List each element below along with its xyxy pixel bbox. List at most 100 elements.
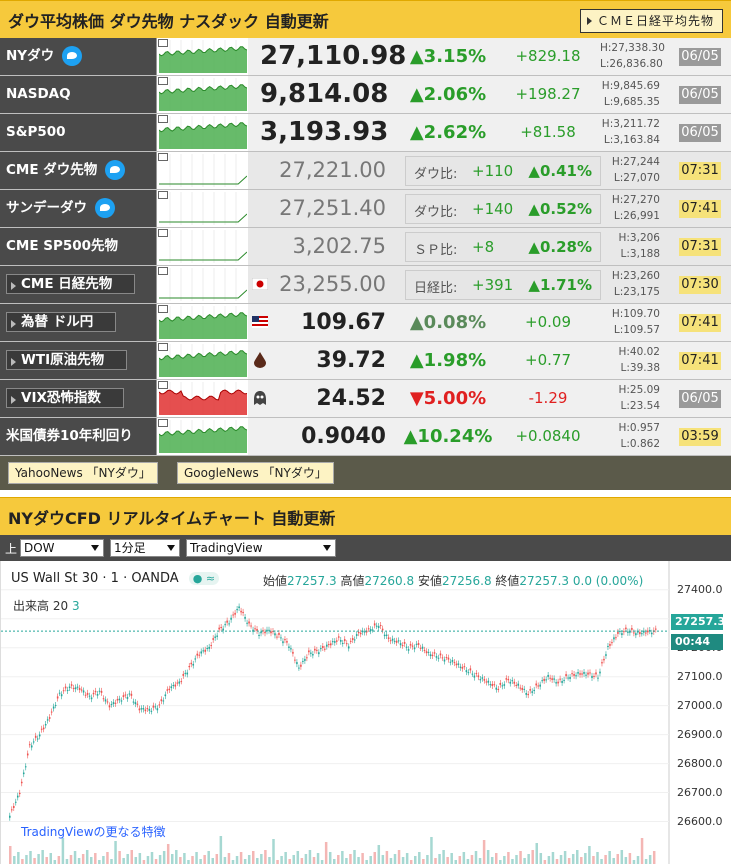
sparkline-chart[interactable] [156,304,248,341]
quote-price: 27,251.40 [279,196,386,220]
cme-nikkei-button[interactable]: ＣＭＥ日経平均先物 [579,9,723,33]
volume-bar [580,857,583,864]
sparkline-chart[interactable] [156,152,248,189]
candle [266,629,268,632]
yahoo-news-link[interactable]: YahooNews 「NYダウ」 [8,462,158,484]
sparkline-chart[interactable] [156,76,248,113]
quote-row[interactable]: NYダウ 27,110.98 ▲3.15% +829.18 H:27,338.30 L:2… [0,38,731,76]
sparkline-chart[interactable] [156,418,248,455]
tradingview-chart[interactable]: US Wall St 30 · 1 · OANDA ● ≈ 始値27257.3 … [0,561,731,864]
candle [144,709,147,712]
high-value: H:9,845.69 [601,80,660,92]
volume-bar [519,851,522,864]
twitter-icon[interactable] [105,160,126,180]
quote-row[interactable]: CME 日経先物 23,255.00 日経比: +391 ▲1.71% H:23,260 L… [0,266,731,304]
candle [533,689,535,691]
expand-chart-icon[interactable] [158,305,168,313]
expand-chart-icon[interactable] [158,381,168,389]
quote-row[interactable]: CME SP500先物 3,202.75 ＳＰ比: +8 ▲0.28% H:3,206 L:… [0,228,731,266]
symbol-select[interactable]: DOW [20,539,104,557]
interval-select[interactable]: 1分足 [110,539,180,557]
high-low: H:0.957 L:0.862 [600,420,661,454]
candle [300,664,302,667]
expand-chart-icon[interactable] [158,77,168,85]
sparkline-chart[interactable] [156,266,248,303]
google-news-link[interactable]: GoogleNews 「NYダウ」 [177,462,334,484]
candle [200,651,203,654]
volume-bar [414,856,417,864]
controls-label: 上 [5,542,18,556]
volume-bar [235,856,239,864]
quote-name[interactable]: 為替 ドル円 [0,304,156,341]
quote-row[interactable]: S&P500 3,193.93 ▲2.62% +81.58 H:3,211.72 L:3,… [0,114,731,152]
high-low: H:109.70 L:109.57 [600,306,660,340]
candle [158,704,161,706]
diff-value: +391 [472,276,514,294]
quote-row[interactable]: 米国債券10年利回り 0.9040 ▲10.24% +0.0840 H:0.957 L:0… [0,418,731,456]
candle [611,642,613,644]
expand-chart-icon[interactable] [158,343,168,351]
volume-bar [490,857,494,864]
candle [443,659,446,662]
quote-row[interactable]: 為替 ドル円 109.67 ▲0.08% +0.09 H:109.70 L:109.57 0… [0,304,731,342]
volume-bar [563,851,567,864]
expand-chart-icon[interactable] [158,115,168,123]
expand-chart-icon[interactable] [158,39,168,47]
quote-name[interactable]: CME ダウ先物 [0,152,156,189]
candle [547,674,549,677]
quote-name[interactable]: S&P500 [0,114,156,151]
sparkline-chart[interactable] [156,38,248,75]
sparkline-chart[interactable] [156,114,248,151]
quote-name[interactable]: CME 日経先物 [0,266,156,303]
candle [509,681,512,684]
sparkline-chart[interactable] [156,380,248,417]
quote-row[interactable]: CME ダウ先物 27,221.00 ダウ比: +110 ▲0.41% H:27,244 L… [0,152,731,190]
quote-price: 109.67 [301,310,386,335]
volume-bar [559,855,563,864]
twitter-icon[interactable] [62,46,83,66]
sparkline-chart[interactable] [156,190,248,227]
quote-row[interactable]: WTI原油先物 39.72 ▲1.98% +0.77 H:40.02 L:39.38 07:… [0,342,731,380]
volume-bar [29,851,32,864]
price-chart-svg [1,561,670,864]
high-low: H:3,206 L:3,188 [600,230,661,264]
candle [477,675,480,678]
candle [433,652,436,654]
quote-name[interactable]: 米国債券10年利回り [0,418,156,455]
expand-chart-icon[interactable] [158,153,168,161]
quote-row[interactable]: NASDAQ 9,814.08 ▲2.06% +198.27 H:9,845.69 L:9… [0,76,731,114]
twitter-icon[interactable] [95,198,115,218]
volume-bar [146,856,150,864]
volume-bar [280,856,283,864]
quote-name[interactable]: NYダウ [0,38,156,75]
candle [12,806,15,808]
tradingview-link[interactable]: TradingViewの更なる特徴 [21,825,166,839]
volume-bar [478,858,482,864]
provider-select[interactable]: TradingView [186,539,336,557]
volume-bar [239,852,243,864]
update-time: 07:31 [679,162,721,180]
quote-name[interactable]: NASDAQ [0,76,156,113]
sparkline-chart[interactable] [156,342,248,379]
live-indicator-icon[interactable]: ● ≈ [188,572,220,585]
low-value: L:0.862 [620,438,660,450]
quote-name[interactable]: VIX恐怖指数 [0,380,156,417]
candle [272,631,274,633]
candle [130,693,133,696]
quote-name[interactable]: サンデーダウ [0,190,156,227]
quote-name-label: WTI原油先物 [6,350,128,370]
expand-chart-icon[interactable] [158,229,168,237]
quote-row[interactable]: サンデーダウ 27,251.40 ダウ比: +140 ▲0.52% H:27,270 L:2… [0,190,731,228]
quote-change-pct: ▲0.08% [409,312,487,333]
sparkline-svg [159,230,247,263]
quote-row[interactable]: VIX恐怖指数 24.52 ▼5.00% -1.29 H:25.09 L:23.54 06/… [0,380,731,418]
candle [14,801,17,803]
expand-chart-icon[interactable] [158,419,168,427]
candle [156,708,159,711]
expand-chart-icon[interactable] [158,267,168,275]
quote-name[interactable]: WTI原油先物 [0,342,156,379]
quote-name[interactable]: CME SP500先物 [0,228,156,265]
sparkline-chart[interactable] [156,228,248,265]
candle [631,628,633,630]
expand-chart-icon[interactable] [158,191,168,199]
